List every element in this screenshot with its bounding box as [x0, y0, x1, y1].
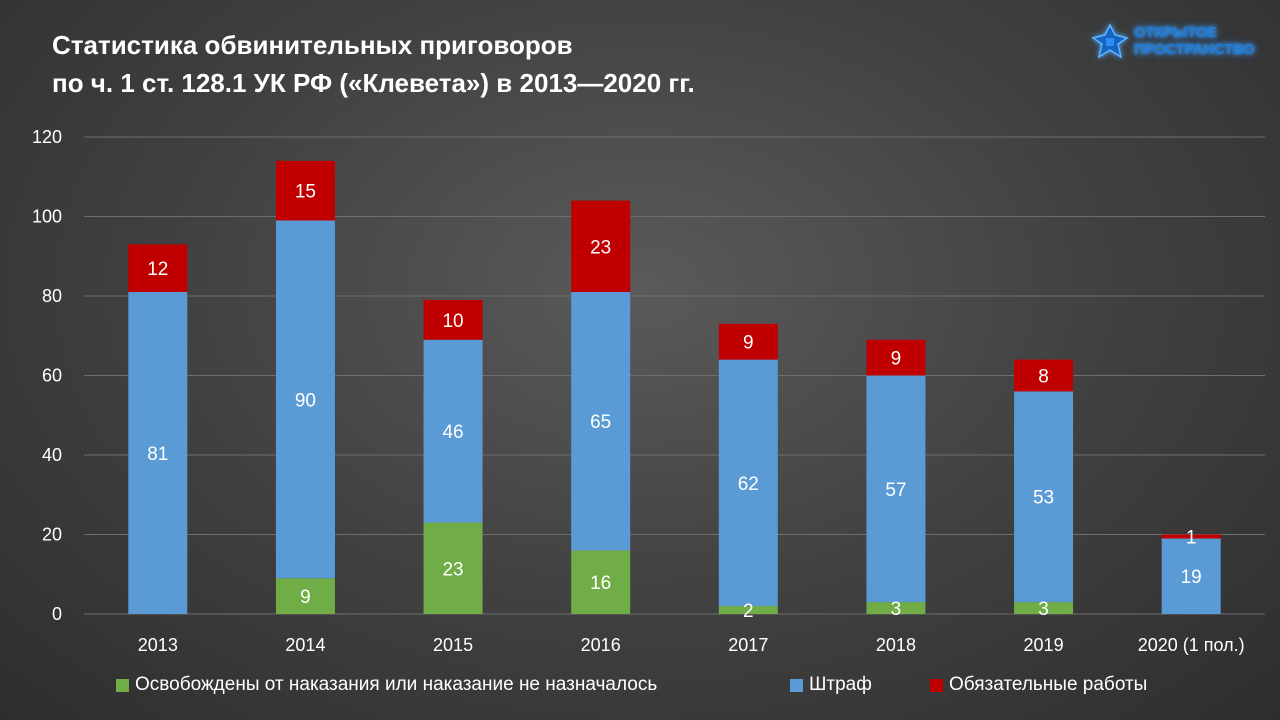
bar-segment-community-work	[275, 160, 335, 221]
bar-segment-community-work	[1161, 534, 1221, 539]
data-label: 16	[590, 573, 611, 594]
bar-segment-fine	[866, 375, 926, 603]
legend-label-fine: Штраф	[809, 674, 872, 695]
legend-item-community-work: Обязательные работы	[930, 674, 1147, 696]
bar-segment-fine	[1161, 538, 1221, 614]
data-label: 19	[1181, 567, 1202, 588]
bar-segment-community-work	[1014, 359, 1074, 392]
y-tick-label: 40	[42, 445, 62, 465]
logo-line2: ПРОСТРАНСТВО	[1134, 41, 1255, 58]
bar-segment-community-work	[718, 323, 778, 360]
logo: ОТКРЫТОЕ ПРОСТРАНСТВО	[1090, 22, 1270, 64]
x-tick-label: 2016	[581, 635, 621, 655]
bars	[128, 160, 1221, 614]
data-label: 46	[442, 422, 463, 443]
chart-title-line2: по ч. 1 ст. 128.1 УК РФ («Клевета») в 20…	[52, 68, 695, 98]
bar-segment-fine	[571, 292, 631, 551]
bar-segment-fine	[275, 220, 335, 579]
data-label: 62	[738, 474, 759, 495]
data-label: 1	[1186, 527, 1197, 548]
data-label: 81	[147, 444, 168, 465]
y-tick-label: 80	[42, 286, 62, 306]
chart-title-line1: Статистика обвинительных приговоров	[52, 30, 573, 60]
data-label: 23	[442, 559, 463, 580]
data-label: 3	[891, 599, 902, 620]
bar-segment-fine	[1014, 391, 1074, 603]
x-tick-label: 2019	[1024, 635, 1064, 655]
cross-star-icon	[1091, 23, 1129, 59]
bar-segment-fine	[128, 292, 188, 614]
data-labels: 81 12 9 90 15 23 46 10 16 65 23 2 62 9 3 57 9 3 53 8 19 1	[147, 182, 1202, 622]
data-label: 15	[295, 182, 316, 203]
logo-line1: ОТКРЫТОЕ	[1134, 24, 1217, 41]
legend-item-fine: Штраф	[790, 674, 872, 696]
bar-segment-released	[718, 606, 778, 614]
data-label: 9	[891, 349, 902, 370]
y-tick-label: 20	[42, 525, 62, 545]
x-tick-label: 2014	[285, 635, 325, 655]
data-label: 53	[1033, 488, 1054, 509]
legend-swatch-community-work	[930, 678, 943, 692]
bar-segment-fine	[718, 359, 778, 607]
legend-swatch-released	[116, 678, 129, 692]
logo-text: ОТКРЫТОЕ ПРОСТРАНСТВО	[1134, 24, 1255, 58]
legend-swatch-fine	[790, 678, 803, 692]
data-label: 90	[295, 390, 316, 411]
bar-segment-released	[275, 578, 335, 614]
data-label: 12	[147, 259, 168, 280]
x-tick-label: 2020 (1 пол.)	[1138, 635, 1245, 655]
chart-title: Статистика обвинительных приговоров по ч…	[52, 26, 695, 102]
bar-segment-released	[423, 522, 483, 614]
data-label: 3	[1038, 599, 1049, 620]
legend-item-released: Освобождены от наказания или наказание н…	[116, 674, 657, 696]
bar-segment-community-work	[866, 339, 926, 376]
x-tick-label: 2018	[876, 635, 916, 655]
x-tick-label: 2013	[138, 635, 178, 655]
data-label: 2	[743, 601, 754, 622]
y-tick-label: 0	[52, 604, 62, 624]
data-label: 9	[743, 333, 754, 354]
legend-label-released: Освобождены от наказания или наказание н…	[135, 674, 658, 695]
data-label: 9	[300, 587, 311, 608]
bar-segment-released	[1014, 602, 1074, 614]
legend: Освобождены от наказания или наказание н…	[0, 674, 1280, 698]
bar-segment-released	[571, 550, 631, 614]
y-tick-label: 60	[42, 366, 62, 386]
y-axis: 0 20 40 60 80 100 120	[32, 127, 62, 624]
data-label: 10	[442, 311, 463, 332]
y-tick-label: 120	[32, 127, 62, 147]
x-axis: 2013 2014 2015 2016 2017 2018 2019 2020 (1 пол.…	[138, 635, 1245, 655]
y-tick-label: 100	[32, 207, 62, 227]
data-label: 65	[590, 412, 611, 433]
bar-segment-community-work	[423, 299, 483, 340]
bar-segment-community-work	[128, 244, 188, 293]
data-label: 57	[885, 480, 906, 501]
x-tick-label: 2015	[433, 635, 473, 655]
bar-segment-released	[866, 602, 926, 614]
x-tick-label: 2017	[728, 635, 768, 655]
data-label: 23	[590, 237, 611, 258]
bar-segment-fine	[423, 339, 483, 523]
bar-segment-community-work	[571, 200, 631, 293]
data-label: 8	[1038, 367, 1049, 388]
legend-label-community-work: Обязательные работы	[949, 674, 1148, 695]
gridlines	[84, 136, 1265, 615]
